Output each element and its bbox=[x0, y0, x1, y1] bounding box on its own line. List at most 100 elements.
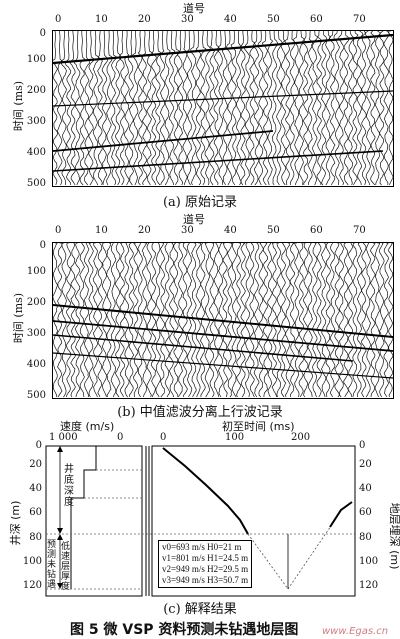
trace-wiggle bbox=[84, 31, 91, 186]
trace-wiggle bbox=[289, 243, 296, 398]
y-tick: 100 bbox=[26, 266, 46, 277]
trace-wiggle bbox=[329, 243, 336, 398]
velocity-panel-frame bbox=[45, 445, 143, 597]
trace-wiggle bbox=[137, 31, 144, 186]
y-tick: 0 bbox=[39, 28, 46, 39]
trace-wiggle bbox=[383, 243, 389, 398]
trace-wiggle bbox=[190, 31, 197, 186]
trace-wiggle bbox=[92, 243, 99, 398]
trace-wiggle bbox=[302, 31, 309, 186]
y-tick: 100 bbox=[359, 556, 379, 567]
time-tick: 100 bbox=[225, 432, 245, 443]
y-tick: 60 bbox=[29, 507, 42, 518]
trace-wiggle bbox=[236, 31, 243, 186]
time-panel-frame bbox=[151, 445, 356, 597]
trace-wiggle bbox=[222, 243, 228, 398]
trace-wiggle bbox=[289, 31, 296, 186]
trace-wiggle bbox=[164, 31, 171, 186]
trace-wiggle bbox=[293, 31, 300, 186]
y-tick: 500 bbox=[26, 390, 46, 401]
trace-wiggle bbox=[257, 31, 264, 186]
trace-wiggle bbox=[271, 31, 278, 186]
trace-wiggle bbox=[383, 31, 390, 186]
trace-wiggle bbox=[133, 243, 139, 398]
y-tick: 20 bbox=[29, 459, 42, 470]
seismic-event bbox=[53, 304, 393, 338]
trace-wiggle bbox=[280, 243, 287, 398]
x-tick: 70 bbox=[353, 225, 366, 236]
trace-wiggle bbox=[239, 31, 246, 186]
first-arrival-time-label: 初至时间 (ms) bbox=[222, 420, 295, 433]
trace-wiggle bbox=[127, 31, 134, 186]
trace-wiggle bbox=[249, 31, 256, 186]
trace-wiggle bbox=[356, 243, 363, 398]
trace-wiggle bbox=[343, 31, 350, 186]
trace-wiggle bbox=[110, 243, 117, 398]
legend-row: v0=693 m/s H0=21 m bbox=[162, 542, 242, 552]
trace-wiggle bbox=[307, 31, 314, 185]
trace-wiggle bbox=[177, 243, 184, 398]
interpretation-plot bbox=[45, 445, 356, 597]
x-tick: 20 bbox=[138, 225, 151, 236]
trace-wiggle bbox=[364, 31, 371, 186]
y-tick: 300 bbox=[26, 116, 46, 127]
trace-wiggle bbox=[56, 31, 63, 186]
low-velocity-label: 低速层厚度 bbox=[61, 542, 71, 592]
trace-wiggle bbox=[155, 243, 161, 398]
panel-b-top-label: 道号 bbox=[183, 213, 205, 226]
trace-wiggle bbox=[316, 31, 323, 186]
trace-wiggle bbox=[302, 243, 309, 398]
y-tick: 500 bbox=[26, 178, 46, 189]
y-tick: 0 bbox=[35, 440, 42, 451]
trace-wiggle bbox=[73, 31, 81, 186]
trace-wiggle bbox=[53, 243, 58, 398]
trace-wiggle bbox=[365, 243, 372, 398]
trace-wiggle bbox=[267, 243, 273, 398]
trace-wiggle bbox=[276, 243, 282, 398]
trace-wiggle bbox=[79, 31, 86, 186]
trace-wiggle bbox=[298, 31, 305, 186]
trace-wiggle bbox=[115, 243, 121, 398]
trace-wiggle bbox=[66, 243, 72, 398]
trace-wiggle bbox=[119, 243, 126, 398]
panel-a-seismic-section bbox=[52, 30, 394, 187]
well-bottom-label: 井底深度 bbox=[64, 464, 76, 508]
y-tick: 40 bbox=[29, 483, 42, 494]
trace-wiggle bbox=[65, 31, 72, 186]
trace-wiggle bbox=[69, 31, 76, 186]
trace-wiggle bbox=[333, 31, 340, 186]
trace-wiggle bbox=[164, 243, 170, 398]
y-tick: 40 bbox=[359, 483, 372, 494]
predicted-label: 预测未钻遇 bbox=[47, 540, 57, 590]
figure-title: 图 5 微 VSP 资料预测未钻遇地层图 bbox=[70, 622, 299, 638]
trace-wiggle bbox=[316, 243, 322, 398]
trace-wiggle bbox=[70, 243, 76, 398]
trace-wiggle bbox=[74, 243, 81, 398]
trace-wiggle bbox=[141, 31, 148, 186]
y-tick: 400 bbox=[26, 147, 46, 158]
watermark: www.Egas.cn bbox=[322, 626, 389, 637]
trace-wiggle bbox=[261, 31, 269, 186]
trace-wiggle bbox=[182, 243, 188, 398]
well-bottom-label-text: 井底深度 bbox=[64, 464, 74, 508]
trace-wiggle bbox=[370, 31, 376, 186]
panel-a-caption: (a) 原始记录 bbox=[162, 195, 238, 210]
panel-a-top-label: 道号 bbox=[183, 2, 205, 15]
x-tick: 10 bbox=[95, 225, 108, 236]
trace-wiggle bbox=[369, 243, 376, 398]
trace-wiggle bbox=[388, 243, 393, 398]
trace-wiggle bbox=[101, 243, 108, 398]
y-tick: 0 bbox=[359, 440, 366, 451]
trace-wiggle bbox=[173, 31, 180, 186]
x-tick: 10 bbox=[95, 14, 108, 25]
trace-wiggle bbox=[343, 243, 349, 398]
y-tick: 0 bbox=[39, 240, 46, 251]
arrow-head-down bbox=[57, 528, 63, 534]
trace-wiggle bbox=[186, 243, 193, 398]
y-tick: 120 bbox=[359, 580, 379, 591]
trace-wiggle bbox=[374, 243, 381, 398]
trace-wiggle bbox=[83, 243, 90, 398]
panel-b-y-ticks: 0 100 200 300 400 500 bbox=[20, 240, 50, 405]
trace-wiggle bbox=[209, 243, 215, 398]
trace-wiggle bbox=[325, 243, 331, 398]
